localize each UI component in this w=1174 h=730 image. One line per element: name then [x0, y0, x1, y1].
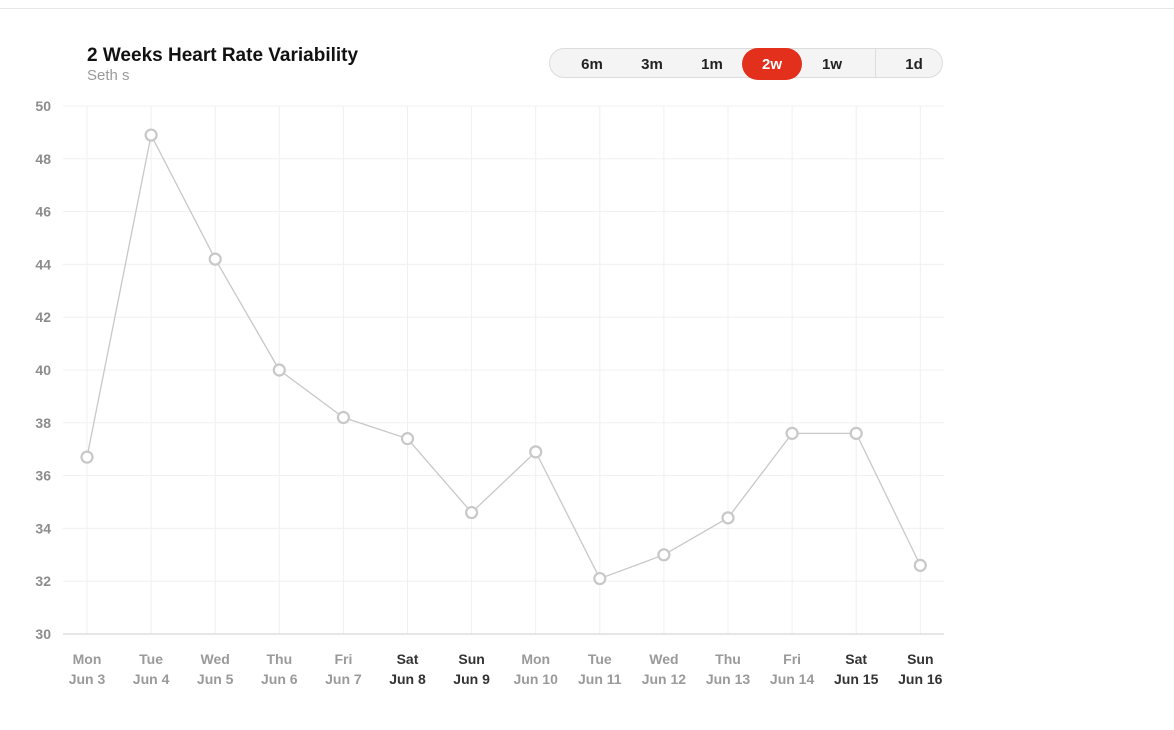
- x-tick-day-label: Mon: [521, 651, 550, 667]
- series-points: [80, 128, 927, 586]
- data-point[interactable]: [721, 511, 735, 525]
- range-6m-button[interactable]: 6m: [581, 56, 603, 73]
- x-tick-day-label: Thu: [266, 651, 292, 667]
- x-tick-date-label: Jun 11: [578, 671, 622, 687]
- x-tick-day-label: Wed: [201, 651, 230, 667]
- y-tick-label: 38: [35, 415, 51, 431]
- range-3m-button[interactable]: 3m: [641, 56, 663, 73]
- range-1w-button[interactable]: 1w: [821, 56, 842, 73]
- data-point[interactable]: [336, 410, 350, 425]
- y-tick-label: 46: [35, 204, 51, 220]
- y-tick-label: 48: [35, 151, 51, 167]
- data-point[interactable]: [80, 450, 94, 464]
- data-point[interactable]: [593, 571, 607, 586]
- x-tick-date-label: Jun 12: [642, 671, 687, 687]
- x-tick-date-label: Jun 16: [898, 671, 943, 687]
- x-tick-date-label: Jun 4: [133, 671, 170, 687]
- data-point[interactable]: [272, 363, 286, 377]
- chart-title: 2 Weeks Heart Rate Variability: [87, 45, 359, 66]
- x-tick-day-label: Sat: [397, 651, 419, 667]
- y-tick-label: 44: [35, 256, 51, 272]
- x-tick-day-label: Fri: [783, 651, 801, 667]
- y-tick-label: 42: [35, 309, 51, 325]
- x-tick-day-label: Sun: [458, 651, 484, 667]
- time-range-toggle: 6m 3m 1m 2w 1w 1d: [549, 48, 943, 80]
- hrv-series-line: [86, 133, 921, 580]
- x-tick-date-label: Jun 10: [514, 671, 559, 687]
- data-point[interactable]: [657, 548, 671, 562]
- x-tick-date-label: Jun 9: [453, 671, 490, 687]
- x-tick-date-label: Jun 15: [834, 671, 879, 687]
- data-point[interactable]: [529, 445, 543, 459]
- data-point[interactable]: [208, 252, 222, 266]
- x-tick-day-label: Thu: [715, 651, 741, 667]
- x-tick-day-label: Sat: [845, 651, 867, 667]
- range-2w-button[interactable]: 2w: [742, 48, 802, 80]
- x-tick-date-label: Jun 8: [389, 671, 426, 687]
- data-point[interactable]: [144, 128, 158, 142]
- x-tick-day-label: Fri: [334, 651, 352, 667]
- x-tick-date-label: Jun 13: [706, 671, 751, 687]
- x-tick-date-label: Jun 6: [261, 671, 298, 687]
- chart-subtitle: Seth s: [87, 67, 130, 84]
- y-tick-label: 36: [35, 468, 51, 484]
- x-tick-day-label: Wed: [649, 651, 678, 667]
- x-tick-day-label: Tue: [588, 651, 612, 667]
- data-point[interactable]: [785, 426, 799, 440]
- y-tick-label: 30: [35, 626, 51, 642]
- x-tick-day-label: Mon: [73, 651, 102, 667]
- x-tick-day-label: Sun: [907, 651, 933, 667]
- range-1d-button[interactable]: 1d: [905, 56, 923, 73]
- data-point[interactable]: [913, 558, 927, 572]
- x-tick-date-label: Jun 7: [325, 671, 362, 687]
- y-tick-label: 50: [35, 98, 51, 114]
- data-point[interactable]: [400, 432, 415, 446]
- series-line: [86, 133, 921, 580]
- range-1m-button[interactable]: 1m: [701, 56, 723, 73]
- x-tick-day-label: Tue: [139, 651, 163, 667]
- x-tick-date-label: Jun 14: [770, 671, 815, 687]
- x-axis-ticks: Mon Jun 3 Tue Jun 4 Wed Jun 5 Thu Jun 6 Fri Jun 7…: [69, 651, 943, 687]
- top-divider: [0, 8, 1174, 9]
- x-tick-date-label: Jun 3: [69, 671, 106, 687]
- data-point[interactable]: [465, 505, 479, 520]
- y-tick-label: 40: [35, 362, 51, 378]
- data-point[interactable]: [849, 426, 863, 440]
- y-tick-label: 34: [35, 520, 51, 536]
- range-divider: [875, 49, 876, 77]
- x-tick-date-label: Jun 5: [197, 671, 234, 687]
- y-tick-label: 32: [35, 573, 51, 589]
- grid-lines: [63, 105, 944, 634]
- y-axis-ticks: 30 32 34 36 38 40 42 44 46 48 50: [35, 98, 51, 642]
